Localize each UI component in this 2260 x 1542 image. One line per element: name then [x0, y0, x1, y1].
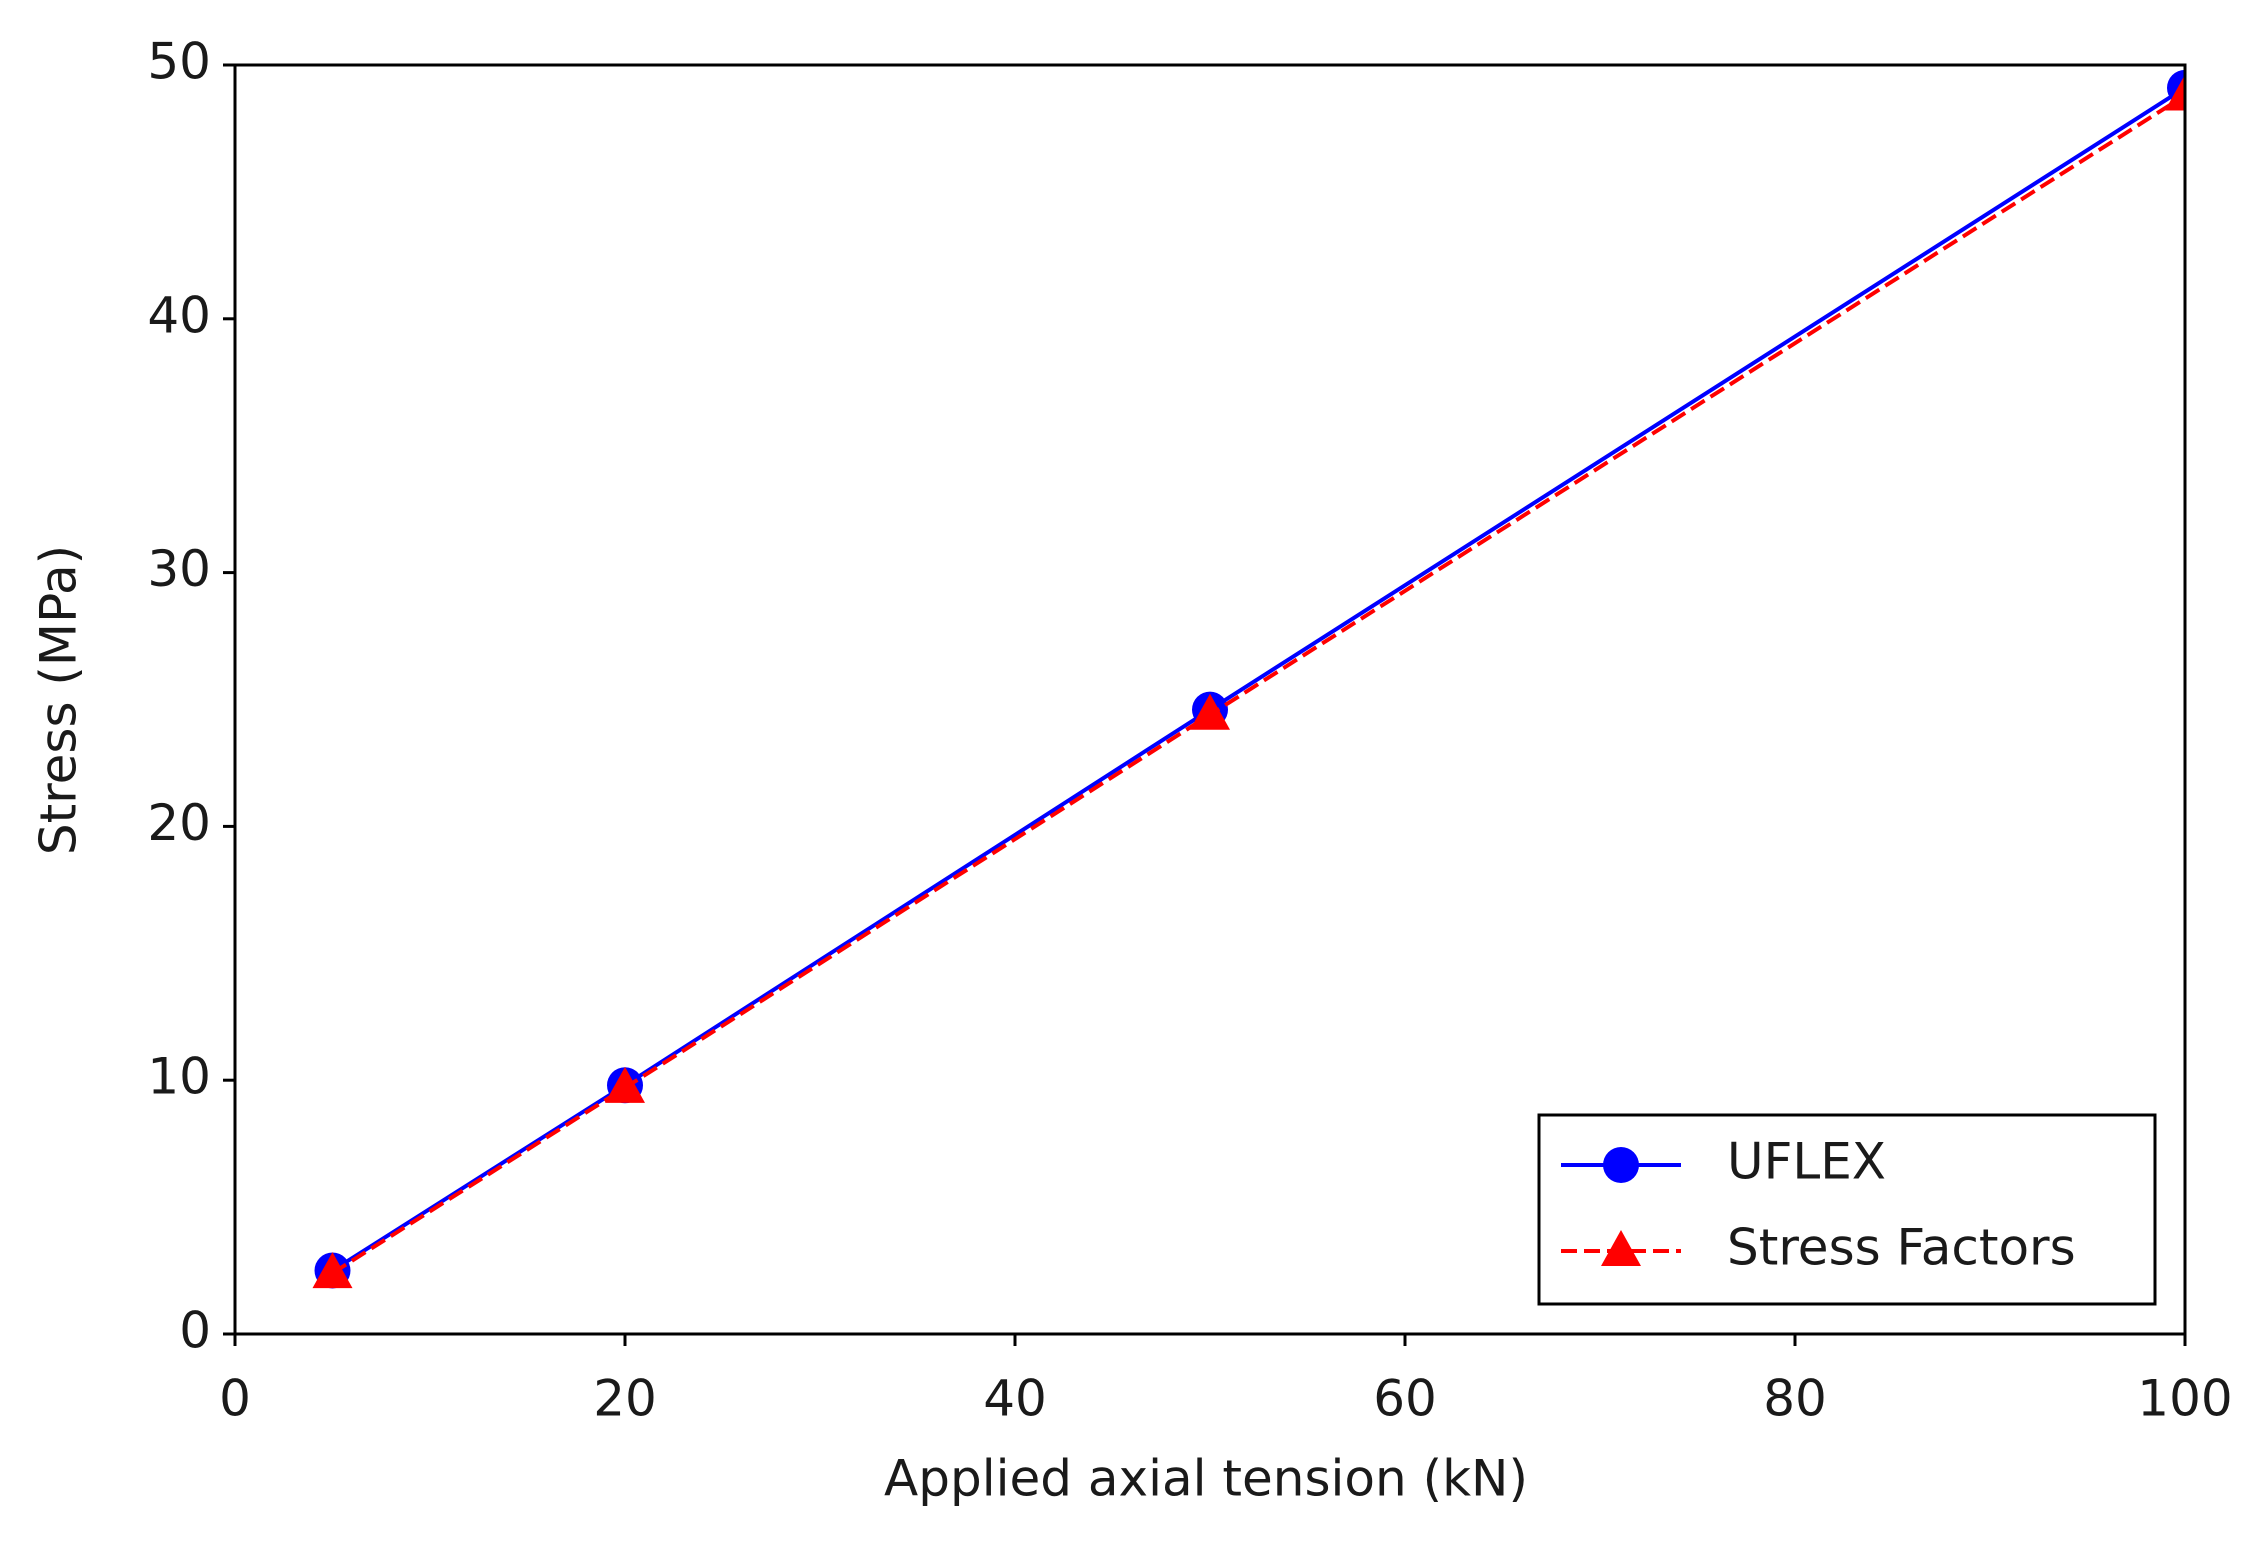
x-tick-label: 80 — [1763, 1370, 1827, 1428]
point — [2165, 74, 2185, 111]
plot-frame — [233, 63, 2187, 1336]
legend-label: Stress Factors — [1727, 1219, 2076, 1277]
x-tick-label: 100 — [2137, 1370, 2232, 1428]
x-tick-label: 0 — [219, 1370, 251, 1428]
y-tick-label: 10 — [147, 1048, 211, 1106]
series-line — [331, 86, 2185, 1273]
x-tick-label: 40 — [983, 1370, 1047, 1428]
plot-area — [312, 69, 2185, 1289]
point — [1190, 693, 1230, 730]
y-tick-label: 40 — [147, 286, 211, 344]
point — [312, 1252, 353, 1289]
y-axis-label: Stress (MPa) — [30, 545, 88, 855]
y-tick-label: 20 — [147, 794, 211, 852]
point — [605, 1066, 645, 1103]
legend-marker — [1603, 1147, 1639, 1183]
y-tick-label: 0 — [179, 1302, 211, 1360]
y-tick-label: 30 — [147, 540, 211, 598]
x-tick-label: 60 — [1373, 1370, 1437, 1428]
legend: UFLEX Stress Factors — [1537, 1113, 2157, 1306]
x-axis-label: Applied axial tension (kN) — [884, 1450, 1528, 1508]
legend-marker — [1601, 1230, 1641, 1266]
y-tick-label: 50 — [147, 33, 211, 91]
x-tick-label: 20 — [593, 1370, 657, 1428]
series-line — [331, 93, 2185, 1275]
legend-label: UFLEX — [1727, 1133, 1886, 1191]
legend-box — [1537, 1113, 2157, 1306]
